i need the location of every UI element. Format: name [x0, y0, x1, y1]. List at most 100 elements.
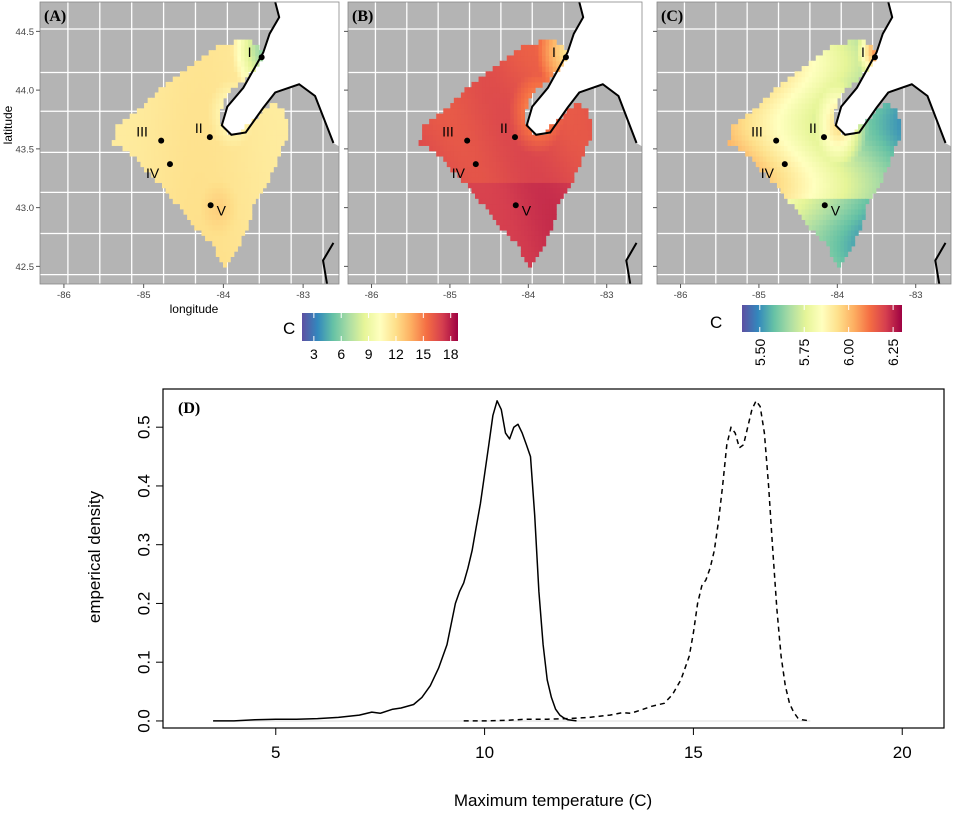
watershed-cell — [819, 97, 824, 104]
watershed-cell — [212, 198, 217, 205]
watershed-cell — [467, 113, 473, 120]
watershed-cell — [258, 177, 264, 183]
legend-mean-ticks: 3 6 9 12 15 18 — [310, 313, 459, 362]
watershed-cell — [183, 134, 188, 141]
watershed-cell — [552, 214, 557, 220]
watershed-cell — [801, 214, 806, 220]
watershed-cell — [503, 71, 508, 78]
plot-d-y-tick-label: 0.2 — [134, 592, 153, 616]
watershed-cell — [840, 214, 845, 220]
watershed-cell — [187, 118, 192, 125]
watershed-cell — [432, 140, 437, 146]
watershed-cell — [475, 108, 480, 115]
watershed-cell — [169, 182, 174, 189]
map-x-tick-label: -85 — [752, 290, 766, 301]
watershed-cell — [172, 92, 177, 99]
watershed-cell — [513, 192, 518, 199]
watershed-cell — [276, 129, 281, 136]
watershed-cell — [194, 113, 199, 120]
watershed-cell — [584, 118, 589, 125]
watershed-cell — [269, 166, 274, 173]
watershed-cell — [126, 129, 131, 136]
watershed-cell — [868, 55, 873, 62]
watershed-cell — [510, 161, 515, 168]
watershed-cell — [187, 155, 192, 162]
watershed-cell — [769, 92, 775, 99]
watershed-cell — [248, 129, 253, 136]
watershed-cell — [262, 129, 267, 136]
watershed-cell — [492, 92, 497, 99]
watershed-cell — [791, 198, 796, 205]
watershed-cell — [822, 124, 827, 131]
watershed-cell — [872, 155, 877, 162]
site-point-iii — [773, 137, 780, 144]
watershed-cell — [201, 192, 206, 199]
watershed-cell — [801, 203, 806, 210]
watershed-cell — [794, 203, 799, 210]
watershed-cell — [784, 129, 789, 136]
watershed-cell — [780, 187, 785, 194]
watershed-cell — [780, 166, 785, 173]
watershed-cell — [233, 182, 238, 189]
watershed-cell — [513, 97, 518, 104]
watershed-cell — [154, 177, 160, 183]
watershed-cell — [812, 97, 817, 104]
watershed-cell — [798, 108, 803, 115]
watershed-cell — [559, 166, 564, 173]
watershed-cell — [169, 81, 174, 88]
watershed-cell — [513, 219, 518, 226]
watershed-cell — [531, 60, 536, 67]
watershed-cell — [517, 166, 522, 173]
watershed-cell — [812, 71, 817, 78]
watershed-cell — [822, 92, 827, 99]
watershed-cell — [787, 166, 792, 173]
watershed-cell — [187, 87, 192, 94]
watershed-cell — [485, 124, 490, 131]
watershed-cell — [485, 97, 490, 104]
watershed-cell — [212, 124, 217, 131]
watershed-cell — [244, 55, 249, 62]
watershed-cell — [545, 76, 550, 83]
watershed-cell — [556, 198, 561, 205]
watershed-cell — [450, 129, 455, 136]
watershed-cell — [861, 177, 866, 183]
watershed-cell — [492, 214, 497, 220]
watershed-cell — [489, 150, 494, 157]
watershed-cell — [212, 134, 217, 141]
watershed-cell — [499, 71, 504, 78]
watershed-cell — [776, 145, 782, 152]
watershed-cell — [517, 97, 522, 104]
watershed-cell — [172, 87, 177, 94]
watershed-cell — [787, 108, 792, 115]
watershed-cell — [865, 55, 870, 62]
watershed-cell — [819, 150, 824, 157]
watershed-cell — [520, 113, 525, 120]
watershed-cell — [538, 240, 543, 247]
watershed-cell — [219, 103, 224, 109]
watershed-cell — [826, 134, 831, 141]
watershed-cell — [847, 166, 852, 173]
watershed-cell — [542, 187, 547, 194]
watershed-cell — [762, 145, 767, 152]
watershed-cell — [222, 50, 228, 57]
watershed-cell — [517, 103, 522, 109]
watershed-cell — [453, 113, 458, 120]
watershed-cell — [154, 171, 160, 178]
watershed-cell — [194, 214, 199, 220]
watershed-cell — [854, 187, 859, 194]
watershed-cell — [136, 108, 142, 115]
watershed-cell — [176, 87, 181, 94]
watershed-cell — [534, 155, 540, 162]
watershed-cell — [460, 140, 466, 146]
watershed-cell — [780, 182, 785, 189]
watershed-cell — [154, 92, 160, 99]
watershed-cell — [812, 66, 817, 72]
watershed-cell — [843, 177, 849, 183]
watershed-cell — [801, 97, 806, 104]
watershed-cell — [780, 118, 785, 125]
watershed-cell — [549, 150, 554, 157]
watershed-cell — [176, 155, 181, 162]
watershed-cell — [510, 108, 515, 115]
watershed-cell — [464, 171, 469, 178]
watershed-cell — [147, 108, 152, 115]
